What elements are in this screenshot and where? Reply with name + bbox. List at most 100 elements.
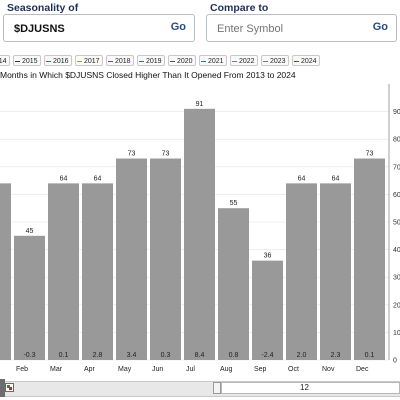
x-tick-label: Dec [356, 366, 369, 373]
year-toggle-2020[interactable]: 2020 [168, 55, 196, 66]
x-tick-label: Aug [220, 366, 233, 373]
year-toggle-2023[interactable]: 2023 [261, 55, 289, 66]
x-tick-label: Jul [186, 366, 195, 373]
bar-value-label: 64 [298, 175, 306, 182]
x-tick-label: Mar [50, 366, 63, 373]
y-tick-label: 40 [393, 247, 400, 254]
bar [252, 260, 283, 360]
x-tick-label: Jun [152, 366, 163, 373]
year-swatch-icon [294, 60, 299, 62]
seasonality-go-button[interactable]: Go [170, 21, 186, 33]
year-swatch-icon [15, 60, 20, 62]
bar-value-label: 64 [94, 175, 102, 182]
y-tick-label: 80 [393, 137, 400, 144]
bar [218, 208, 249, 360]
y-tick-label: 70 [393, 164, 400, 171]
bar [184, 108, 215, 360]
year-toggle-label: 2015 [22, 58, 38, 65]
year-swatch-icon [263, 60, 268, 62]
y-tick-label: 10 [393, 330, 400, 337]
year-toggle-2017[interactable]: 2017 [75, 55, 103, 66]
year-toggle-label: 2020 [177, 58, 193, 65]
bar [0, 183, 11, 360]
year-toggle-label: 2016 [53, 58, 69, 65]
bar-change-label: 8.4 [195, 352, 205, 359]
bar-change-label: 0.8 [229, 352, 239, 359]
chart-title: Months in Which $DJUSNS Closed Higher Th… [0, 70, 296, 80]
x-tick-label: Apr [84, 366, 96, 373]
year-swatch-icon [139, 60, 144, 62]
year-toggle-label: 2019 [146, 58, 162, 65]
bar-change-label: 0.3 [161, 352, 171, 359]
year-toggle-label: 2018 [115, 58, 131, 65]
bar-value-label: 73 [128, 151, 136, 158]
seasonality-chart: 0 10 20 30 40 50 60 70 80 90 45 -0.3 Feb 64 0.1 Mar 64 2.… [0, 84, 400, 373]
x-tick-label: Nov [322, 366, 335, 373]
year-toggle-label: 2023 [270, 58, 286, 65]
year-swatch-icon [77, 60, 82, 62]
y-tick-label: 60 [393, 192, 400, 199]
year-toggle-2016[interactable]: 2016 [44, 55, 72, 66]
year-toggle-2014[interactable]: 2014 [0, 55, 10, 66]
bar-value-label: 45 [26, 228, 34, 235]
compare-go-button[interactable]: Go [372, 21, 388, 33]
bar-change-label: 2.8 [93, 352, 103, 359]
year-toggle-2021[interactable]: 2021 [199, 55, 227, 66]
navigator-scroll-left-button[interactable] [213, 382, 221, 394]
bar [48, 183, 79, 360]
bar-change-label: 2.3 [331, 352, 341, 359]
x-tick-label: Sep [254, 366, 267, 373]
bar-value-label: 64 [60, 175, 68, 182]
zoom-value: 12 [300, 383, 309, 392]
compare-field[interactable]: Go [206, 14, 397, 43]
bar-value-label: 64 [332, 175, 340, 182]
bar-change-label: -2.4 [261, 352, 273, 359]
compare-label: Compare to [210, 2, 269, 14]
bar-value-label: 55 [230, 200, 238, 207]
y-tick-label: 30 [393, 275, 400, 282]
bar [354, 158, 385, 360]
bar-change-label: 3.4 [127, 352, 137, 359]
year-toggle-label: 2014 [0, 58, 7, 65]
year-swatch-icon [232, 60, 237, 62]
x-tick-label: May [118, 366, 132, 373]
navigator-left-handle[interactable] [0, 379, 5, 397]
navigator-pan-icon[interactable] [5, 383, 14, 392]
chart-navigator: 12 [0, 377, 400, 400]
y-tick-label: 50 [393, 220, 400, 227]
bar-value-label: 36 [264, 253, 272, 260]
year-swatch-icon [170, 60, 175, 62]
year-toggle-label: 2021 [208, 58, 224, 65]
bar-value-label: 91 [196, 101, 204, 108]
compare-input[interactable] [215, 15, 359, 43]
y-tick-label: 20 [393, 302, 400, 309]
year-toggle-2024[interactable]: 2024 [292, 55, 320, 66]
bar-value-label: 73 [162, 151, 170, 158]
year-toggle-2015[interactable]: 2015 [13, 55, 41, 66]
x-tick-label: Feb [16, 366, 28, 373]
year-toggle-label: 2017 [84, 58, 100, 65]
year-toggle-2018[interactable]: 2018 [106, 55, 134, 66]
bar [150, 158, 181, 360]
year-toggle-bar: 2014 2015 2016 2017 2018 2019 2020 2021 2022 2023… [0, 54, 400, 68]
year-toggle-2022[interactable]: 2022 [230, 55, 258, 66]
seasonality-field[interactable]: Go [3, 14, 195, 43]
year-swatch-icon [201, 60, 206, 62]
year-swatch-icon [108, 60, 113, 62]
bar-change-label: 2.0 [297, 352, 307, 359]
y-tick-label: 90 [393, 109, 400, 116]
seasonality-input[interactable] [12, 15, 156, 43]
navigator-window[interactable] [221, 382, 400, 394]
year-toggle-2019[interactable]: 2019 [137, 55, 165, 66]
x-tick-label: Oct [288, 366, 299, 373]
bar [320, 183, 351, 360]
bar [116, 158, 147, 360]
year-swatch-icon [46, 60, 51, 62]
bar [82, 183, 113, 360]
seasonality-label: Seasonality of [7, 2, 79, 14]
bar-change-label: 0.1 [59, 352, 69, 359]
y-tick-label: 0 [393, 358, 397, 365]
bar-change-label: -0.3 [23, 352, 35, 359]
bar [14, 235, 45, 360]
year-toggle-label: 2024 [301, 58, 317, 65]
